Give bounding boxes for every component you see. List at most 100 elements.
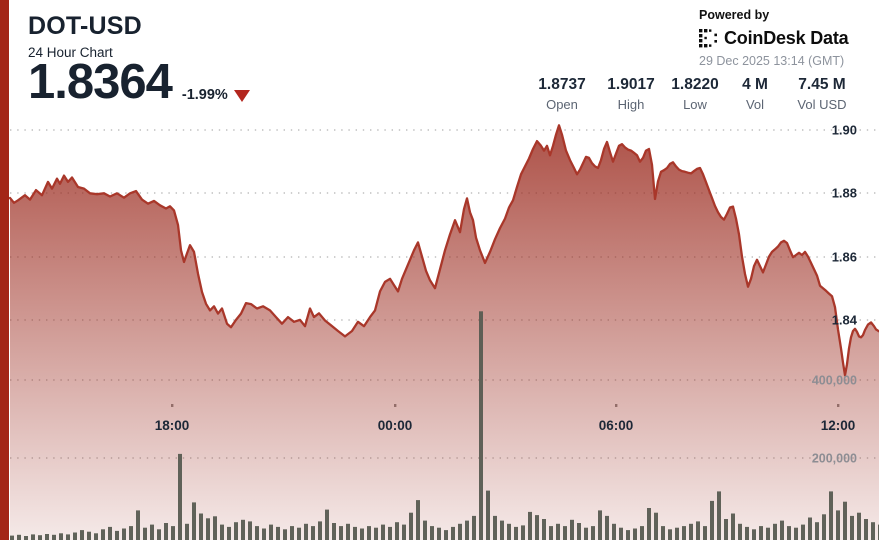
volume-bar xyxy=(612,523,616,540)
volume-bar xyxy=(822,514,826,540)
volume-bar xyxy=(766,527,770,540)
volume-bar xyxy=(654,512,658,540)
volume-bar xyxy=(808,517,812,540)
volume-bar xyxy=(836,510,840,540)
volume-bar xyxy=(661,526,665,540)
volume-bar xyxy=(437,527,441,540)
volume-bar xyxy=(52,534,56,540)
volume-bar xyxy=(332,523,336,540)
volume-bar xyxy=(38,535,42,540)
time-axis-label: 06:00 xyxy=(599,418,634,433)
volume-bar xyxy=(689,523,693,540)
volume-bar xyxy=(451,526,455,540)
volume-bar xyxy=(584,527,588,540)
brand-row[interactable]: CoinDesk Data xyxy=(699,28,849,49)
volume-bar xyxy=(150,524,154,540)
vol-value: 4 M xyxy=(742,76,768,93)
volume-bar xyxy=(493,515,497,540)
volume-bar xyxy=(864,519,868,540)
coindesk-logo-icon xyxy=(699,29,717,48)
volume-bar xyxy=(675,527,679,540)
volume-bar xyxy=(479,311,483,540)
volume-bar xyxy=(248,521,252,540)
open-label: Open xyxy=(546,97,578,112)
volume-bar xyxy=(374,527,378,540)
brand-name: CoinDesk Data xyxy=(724,28,849,48)
volume-bar xyxy=(556,523,560,540)
volume-bar xyxy=(360,528,364,540)
volume-bar xyxy=(24,536,28,540)
volume-bar xyxy=(871,522,875,540)
current-price-row: 1.8364 -1.99% xyxy=(28,58,250,107)
volume-bar xyxy=(570,519,574,540)
volume-bar xyxy=(164,523,168,540)
volume-bar xyxy=(108,526,112,540)
volume-bar xyxy=(423,520,427,540)
volume-bar xyxy=(122,528,126,540)
volume-bar xyxy=(472,515,476,540)
volume-bar xyxy=(465,520,469,540)
low-value: 1.8220 xyxy=(671,76,719,93)
volume-bar xyxy=(241,519,245,540)
volume-bar xyxy=(626,530,630,540)
high-value: 1.9017 xyxy=(607,76,655,93)
volume-bar xyxy=(283,529,287,540)
volume-bar xyxy=(234,522,238,540)
price-line xyxy=(9,124,879,377)
volume-bar xyxy=(276,526,280,540)
volume-bar xyxy=(213,516,217,540)
volume-bar xyxy=(304,523,308,540)
volume-bar xyxy=(605,515,609,540)
volume-bar xyxy=(206,518,210,540)
price-area-fill xyxy=(10,125,879,540)
high-label: High xyxy=(617,97,645,112)
volume-bar xyxy=(325,509,329,540)
volume-bar xyxy=(227,526,231,540)
price-axis-label: 1.86 xyxy=(832,250,857,265)
branding-block: Powered by CoinDesk Data 29 Dec 2025 13:… xyxy=(699,8,849,68)
volume-bar xyxy=(269,524,273,540)
volume-bar xyxy=(31,534,35,540)
volume-bar xyxy=(73,532,77,540)
volume-bar xyxy=(192,502,196,540)
left-accent-bar xyxy=(0,0,9,540)
volume-bar xyxy=(857,512,861,540)
volume-bar xyxy=(255,526,259,540)
chart-subtitle: 24 Hour Chart xyxy=(28,45,113,60)
volume-bar xyxy=(220,524,224,540)
volume-bar xyxy=(171,526,175,540)
volume-bar xyxy=(717,491,721,540)
volume-bar xyxy=(178,453,182,540)
volume-bar xyxy=(367,526,371,540)
volume-bar xyxy=(115,530,119,540)
volume-bar xyxy=(780,520,784,540)
time-axis-label: 12:00 xyxy=(821,418,856,433)
volume-bar xyxy=(353,526,357,540)
price-axis-label: 1.90 xyxy=(832,123,857,138)
volume-bar xyxy=(45,534,49,540)
stat-open: 1.8737 Open xyxy=(538,76,585,112)
volume-bar xyxy=(94,533,98,540)
stat-vol: 4 M Vol xyxy=(742,76,768,112)
volume-bar xyxy=(346,523,350,540)
time-axis-label: 18:00 xyxy=(155,418,190,433)
volume-bar xyxy=(416,500,420,540)
price-axis-label: 1.84 xyxy=(832,313,858,328)
volume-bar xyxy=(514,526,518,540)
volume-bar xyxy=(500,520,504,540)
volume-bar xyxy=(633,528,637,540)
volume-bar xyxy=(759,526,763,540)
volume-bar xyxy=(773,523,777,540)
price-axis-label: 1.88 xyxy=(832,186,857,201)
volume-bar xyxy=(815,522,819,540)
volume-bar xyxy=(143,527,147,540)
powered-by-label: Powered by xyxy=(699,8,770,22)
volume-bar xyxy=(598,510,602,540)
volume-bar xyxy=(17,534,21,540)
volume-bar xyxy=(507,523,511,540)
volume-bar xyxy=(843,501,847,540)
volume-bar xyxy=(619,527,623,540)
volume-bar xyxy=(486,490,490,540)
volume-bar xyxy=(542,519,546,540)
